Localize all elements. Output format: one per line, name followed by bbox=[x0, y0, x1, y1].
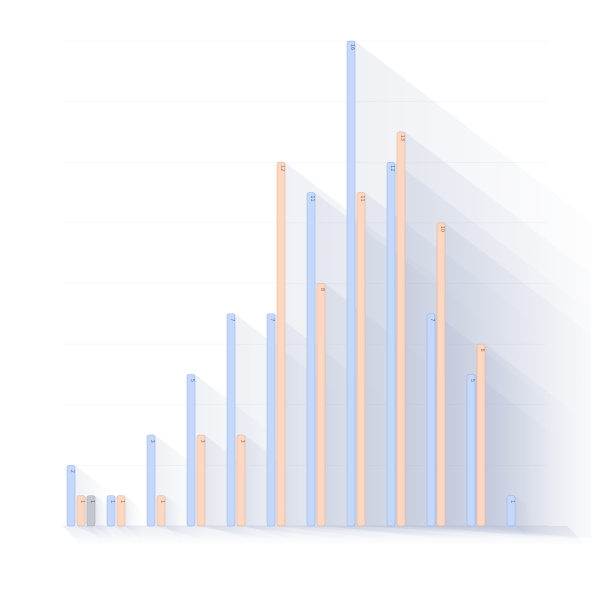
bar-value-label: 3 bbox=[239, 439, 245, 442]
bar[interactable] bbox=[426, 313, 436, 527]
bar-value-label: 1 bbox=[119, 500, 125, 503]
bar-value-label: 7 bbox=[229, 318, 235, 321]
bar[interactable] bbox=[306, 192, 316, 527]
bar[interactable] bbox=[236, 434, 246, 527]
bar[interactable] bbox=[316, 283, 326, 527]
bar[interactable] bbox=[156, 495, 166, 527]
bar[interactable] bbox=[226, 313, 236, 527]
bar-value-label: 5 bbox=[189, 379, 195, 382]
bar[interactable] bbox=[86, 495, 96, 527]
bar-value-label: 1 bbox=[109, 500, 115, 503]
bar-value-label: 10 bbox=[439, 226, 445, 232]
bar[interactable] bbox=[356, 192, 366, 527]
bar[interactable] bbox=[196, 434, 206, 527]
bar[interactable] bbox=[506, 495, 516, 527]
bar[interactable] bbox=[266, 313, 276, 527]
bar[interactable] bbox=[466, 374, 476, 527]
bar[interactable] bbox=[146, 434, 156, 527]
bar-value-label: 1 bbox=[159, 500, 165, 503]
bar[interactable] bbox=[396, 131, 406, 527]
bar-value-label: 1 bbox=[79, 500, 85, 503]
bar-value-label: 12 bbox=[389, 165, 395, 171]
bar-value-label: 12 bbox=[279, 165, 285, 171]
bar-value-label: 3 bbox=[149, 439, 155, 442]
bar[interactable] bbox=[276, 162, 286, 527]
bar-value-label: 6 bbox=[479, 349, 485, 352]
bar-shadow bbox=[515, 495, 532, 540]
bars bbox=[66, 40, 516, 527]
bar-value-label: 7 bbox=[429, 318, 435, 321]
bar-value-label: 11 bbox=[309, 195, 315, 201]
bar-value-label: 2 bbox=[69, 470, 75, 473]
bar[interactable] bbox=[386, 162, 396, 527]
bar-value-label: 13 bbox=[399, 135, 405, 141]
bar-value-label: 8 bbox=[319, 288, 325, 291]
bar-shadow bbox=[485, 344, 586, 540]
bar[interactable] bbox=[346, 40, 356, 527]
bar-shadow bbox=[125, 495, 142, 540]
bar[interactable] bbox=[476, 343, 486, 527]
bar-shadow bbox=[165, 495, 182, 540]
bar[interactable] bbox=[76, 495, 86, 527]
bar-value-label: 7 bbox=[269, 318, 275, 321]
bar-value-label: 16 bbox=[349, 44, 355, 50]
bar[interactable] bbox=[186, 374, 196, 527]
bar-value-label: 5 bbox=[469, 379, 475, 382]
bar[interactable] bbox=[106, 495, 116, 527]
bar[interactable] bbox=[436, 222, 446, 527]
bar-value-label: 1 bbox=[89, 500, 95, 503]
bar-value-label: 1 bbox=[509, 500, 515, 503]
bar[interactable] bbox=[66, 465, 76, 527]
bar-value-label: 11 bbox=[359, 195, 365, 201]
bar-value-label: 3 bbox=[199, 439, 205, 442]
bar[interactable] bbox=[116, 495, 126, 527]
